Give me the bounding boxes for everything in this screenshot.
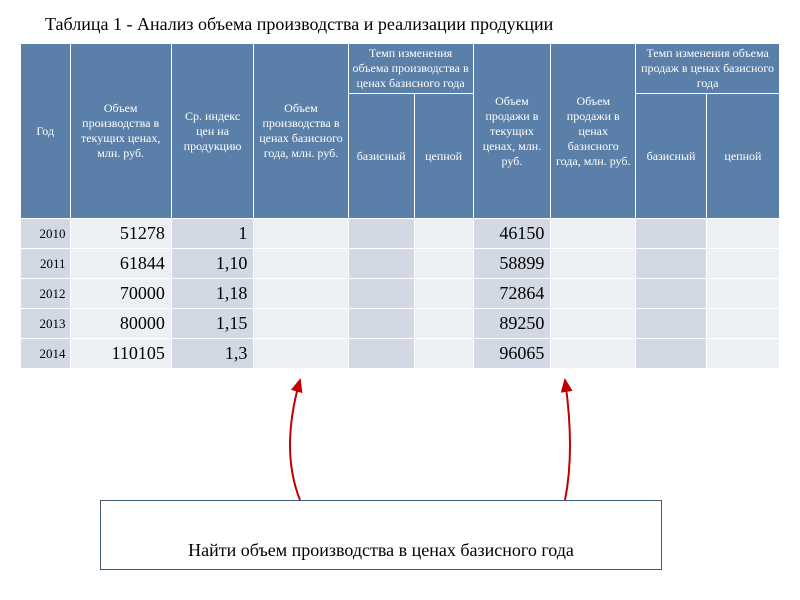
cell-blank xyxy=(254,279,348,309)
cell-year: 2013 xyxy=(21,309,71,339)
cell-vol: 51278 xyxy=(70,219,171,249)
th-chain1: цепной xyxy=(414,94,473,219)
cell-blank xyxy=(706,219,779,249)
cell-idx: 1,15 xyxy=(171,309,254,339)
cell-blank xyxy=(348,219,414,249)
cell-blank xyxy=(551,339,636,369)
cell-sales: 58899 xyxy=(473,249,551,279)
cell-blank xyxy=(414,279,473,309)
th-rate-sales: Темп изменения объема продаж в ценах баз… xyxy=(636,44,780,94)
cell-blank xyxy=(706,339,779,369)
th-chain2: цепной xyxy=(706,94,779,219)
cell-blank xyxy=(414,309,473,339)
task-box: Найти объем производства в ценах базисно… xyxy=(100,500,662,570)
table-row: 2012 70000 1,18 72864 xyxy=(21,279,780,309)
cell-blank xyxy=(551,309,636,339)
table-row: 2011 61844 1,10 58899 xyxy=(21,249,780,279)
cell-blank xyxy=(348,279,414,309)
cell-blank xyxy=(706,249,779,279)
cell-sales: 96065 xyxy=(473,339,551,369)
table-row: 2013 80000 1,15 89250 xyxy=(21,309,780,339)
cell-blank xyxy=(254,219,348,249)
cell-blank xyxy=(348,249,414,279)
cell-blank xyxy=(706,309,779,339)
cell-blank xyxy=(254,249,348,279)
th-index: Ср. индекс цен на продукцию xyxy=(171,44,254,219)
cell-year: 2012 xyxy=(21,279,71,309)
table-row: 2014 110105 1,3 96065 xyxy=(21,339,780,369)
table-title: Таблица 1 - Анализ объема производства и… xyxy=(0,0,800,43)
cell-blank xyxy=(254,339,348,369)
cell-blank xyxy=(551,249,636,279)
th-basis1: базисный xyxy=(348,94,414,219)
cell-idx: 1 xyxy=(171,219,254,249)
data-table: Год Объем производства в текущих ценах, … xyxy=(20,43,780,369)
cell-blank xyxy=(414,219,473,249)
cell-sales: 72864 xyxy=(473,279,551,309)
cell-year: 2011 xyxy=(21,249,71,279)
cell-sales: 89250 xyxy=(473,309,551,339)
table-row: 2010 51278 1 46150 xyxy=(21,219,780,249)
task-text: Найти объем производства в ценах базисно… xyxy=(188,540,574,561)
th-basis2: базисный xyxy=(636,94,707,219)
cell-blank xyxy=(348,309,414,339)
cell-blank xyxy=(254,309,348,339)
cell-vol: 110105 xyxy=(70,339,171,369)
cell-blank xyxy=(551,279,636,309)
cell-blank xyxy=(636,309,707,339)
cell-blank xyxy=(706,279,779,309)
th-sales-base: Объем продажи в ценах базисного года, мл… xyxy=(551,44,636,219)
cell-vol: 80000 xyxy=(70,309,171,339)
cell-idx: 1,10 xyxy=(171,249,254,279)
th-year: Год xyxy=(21,44,71,219)
cell-blank xyxy=(414,249,473,279)
arrow-icon xyxy=(290,380,300,500)
cell-blank xyxy=(636,339,707,369)
cell-blank xyxy=(414,339,473,369)
cell-idx: 1,18 xyxy=(171,279,254,309)
table-body: 2010 51278 1 46150 2011 61844 1,10 58899… xyxy=(21,219,780,369)
cell-sales: 46150 xyxy=(473,219,551,249)
cell-vol: 70000 xyxy=(70,279,171,309)
th-vol-base: Объем производства в ценах базисного год… xyxy=(254,44,348,219)
cell-idx: 1,3 xyxy=(171,339,254,369)
th-vol-cur: Объем производства в текущих ценах, млн.… xyxy=(70,44,171,219)
cell-year: 2010 xyxy=(21,219,71,249)
th-rate-prod: Темп изменения объема производства в цен… xyxy=(348,44,473,94)
cell-blank xyxy=(636,219,707,249)
cell-vol: 61844 xyxy=(70,249,171,279)
th-sales-cur: Объем продажи в текущих ценах, млн. руб. xyxy=(473,44,551,219)
cell-blank xyxy=(348,339,414,369)
arrow-icon xyxy=(565,380,570,500)
cell-blank xyxy=(636,249,707,279)
cell-year: 2014 xyxy=(21,339,71,369)
cell-blank xyxy=(636,279,707,309)
cell-blank xyxy=(551,219,636,249)
